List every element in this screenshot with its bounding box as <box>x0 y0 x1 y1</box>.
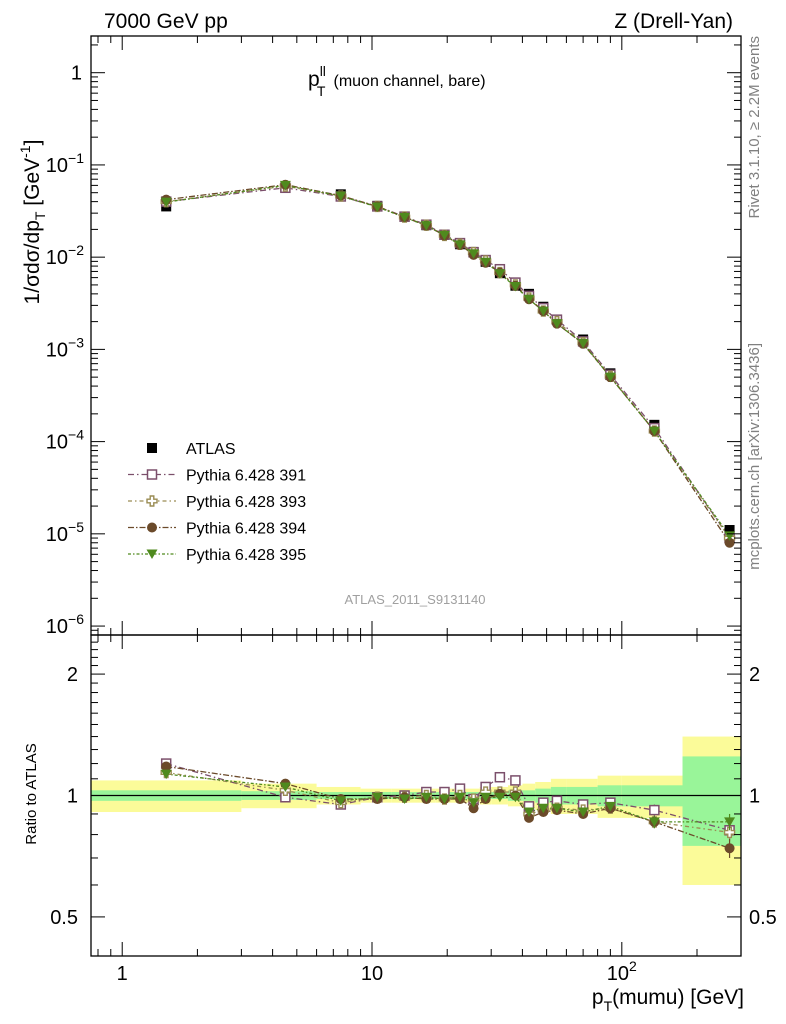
main-point-p395 <box>648 426 660 437</box>
legend-marker-p393 <box>146 495 158 507</box>
main-point-atlas <box>724 525 735 536</box>
ratio-point-p395 <box>724 817 736 827</box>
main-y-tick-label: 10−3 <box>46 334 84 361</box>
x-axis-label-sub: T <box>604 998 613 1014</box>
main-line-p391 <box>166 187 731 539</box>
header-right: Z (Drell-Yan) <box>614 10 733 33</box>
legend: ATLAS Pythia 6.428 391 Pythia 6.428 393 Pyt… <box>128 441 306 564</box>
x-axis-label-main: p <box>592 986 604 1009</box>
ratio-panel: 0.5 0.5 1 1 2 2 1 10 102 <box>50 634 777 985</box>
plot-title-rest: (muon channel, bare) <box>333 73 485 90</box>
main-point-p395 <box>279 180 291 191</box>
main-point-p395 <box>480 257 492 268</box>
main-point-p394 <box>724 537 735 548</box>
main-point-p395 <box>371 202 383 212</box>
x-tick-label: 102 <box>607 958 637 985</box>
plot-title-main: p <box>308 68 320 91</box>
ratio-y-tick-label: 0.5 <box>50 907 78 929</box>
ratio-point-p395 <box>438 794 450 805</box>
legend-label-p395: Pythia 6.428 395 <box>186 547 306 564</box>
main-point-p395 <box>399 212 411 223</box>
legend-label-atlas: ATLAS <box>186 441 236 458</box>
ratio-point-p395 <box>551 803 563 814</box>
ratio-y-tick-label-right: 2 <box>749 664 760 686</box>
ratio-point-p394 <box>523 812 534 823</box>
plot-title-sup: ll <box>320 63 326 79</box>
ratio-y-axis-label: Ratio to ATLAS <box>23 743 40 844</box>
legend-label-p391: Pythia 6.428 391 <box>186 468 306 485</box>
side-text-mcplots: mcplots.cern.ch [arXiv:1306.3436] <box>746 343 763 570</box>
ratio-point-p395 <box>604 801 616 812</box>
legend-label-p394: Pythia 6.428 394 <box>186 521 306 538</box>
side-text-rivet: Rivet 3.1.10, ≥ 2.2M events <box>746 36 763 219</box>
main-y-tick-label: 1 <box>71 63 82 85</box>
main-point-p395 <box>438 230 450 241</box>
main-point-p395 <box>604 372 616 383</box>
main-point-p395 <box>468 249 480 259</box>
ratio-y-tick-label-right: 1 <box>749 786 760 808</box>
plot-title-sub: T <box>317 83 326 99</box>
main-y-tick-label: 10−6 <box>46 611 84 638</box>
main-point-p395 <box>454 240 466 250</box>
ratio-y-tick-label: 2 <box>67 664 78 686</box>
main-point-p395 <box>551 319 563 329</box>
ratio-point-p395 <box>648 817 660 827</box>
main-y-axis-label: 1/σdσ/dpT [GeV-1] <box>17 140 48 305</box>
main-y-tick-label: 10−2 <box>46 242 84 269</box>
ratio-point-p395 <box>371 792 383 803</box>
ratio-point-p395 <box>537 803 549 814</box>
main-point-p395 <box>509 282 521 292</box>
ratio-point-p391 <box>510 775 521 786</box>
x-tick-label: 10 <box>361 963 383 985</box>
main-y-tick-label: 10−1 <box>46 150 84 177</box>
main-point-p395 <box>494 269 506 279</box>
main-y-tick-label: 10−4 <box>46 427 84 454</box>
main-y-tick-label: 10−5 <box>46 519 84 546</box>
main-point-p395 <box>335 191 347 202</box>
ratio-point-p395 <box>468 798 480 808</box>
ratio-point-p395 <box>480 792 492 803</box>
legend-marker-p395 <box>146 549 158 559</box>
ratio-point-p394 <box>468 803 479 814</box>
x-tick-label: 1 <box>117 963 128 985</box>
legend-label-p393: Pythia 6.428 393 <box>186 494 306 511</box>
legend-marker-atlas <box>147 443 157 453</box>
header-left: 7000 GeV pp <box>104 10 228 33</box>
ratio-point-p395 <box>420 792 432 803</box>
main-point-p395 <box>420 221 432 231</box>
plot-title: pll T (muon channel, bare) <box>308 63 486 99</box>
ratio-y-tick-label-right: 0.5 <box>749 907 777 929</box>
ratio-point-p395 <box>494 792 506 803</box>
ratio-point-p391 <box>649 804 660 816</box>
main-point-p395 <box>577 338 589 349</box>
ratio-point-p395 <box>454 792 466 803</box>
ratio-point-p395 <box>160 769 172 780</box>
x-axis-label-rest: (mumu) [GeV] <box>612 986 744 1009</box>
legend-marker-p391 <box>146 469 158 480</box>
x-axis-label: pT(mumu) [GeV] <box>592 986 744 1014</box>
ratio-point-p393 <box>723 826 736 839</box>
ratio-point-p394 <box>724 843 735 854</box>
main-frame <box>90 35 742 636</box>
main-point-p395 <box>537 306 549 317</box>
ratio-y-tick-label: 1 <box>67 786 78 808</box>
analysis-id: ATLAS_2011_S9131140 <box>345 592 486 607</box>
ratio-point-p395 <box>399 794 411 805</box>
ratio-point-p395 <box>509 792 521 803</box>
ratio-point-p394 <box>161 761 172 772</box>
ratio-point-p391 <box>494 771 506 783</box>
ratio-point-p395 <box>577 807 589 818</box>
legend-marker-p394 <box>147 522 157 533</box>
ratio-point-p395 <box>523 807 535 818</box>
ratio-point-p395 <box>335 796 347 806</box>
main-point-p395 <box>523 294 535 305</box>
main-panel: 1 10−1 10−2 10−3 10−4 10−5 10−6 <box>46 35 742 638</box>
ratio-point-p395 <box>279 782 291 792</box>
main-point-p395 <box>160 197 172 208</box>
